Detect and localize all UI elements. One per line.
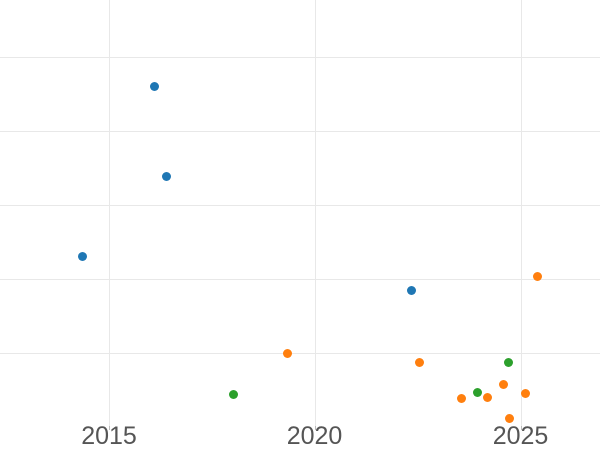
scatter-point-orange bbox=[504, 413, 514, 423]
scatter-point-blue bbox=[149, 81, 159, 91]
scatter-point-green bbox=[503, 357, 513, 367]
scatter-point-orange bbox=[414, 357, 424, 367]
scatter-point-orange bbox=[532, 271, 542, 281]
x-axis-tick bbox=[314, 425, 316, 430]
gridline-vertical bbox=[314, 0, 316, 426]
scatter-point-green bbox=[228, 389, 238, 399]
gridline-vertical bbox=[520, 0, 522, 426]
scatter-point-orange bbox=[282, 348, 292, 358]
x-axis-tick bbox=[520, 425, 522, 430]
gridline-horizontal bbox=[0, 205, 600, 206]
x-tick-label-2015: 2015 bbox=[81, 421, 137, 450]
scatter-point-blue bbox=[77, 251, 87, 261]
scatter-point-orange bbox=[520, 388, 530, 398]
x-axis-tick bbox=[109, 425, 110, 430]
gridline-horizontal bbox=[0, 131, 600, 132]
scatter-point-orange bbox=[482, 392, 492, 402]
scatter-point-blue bbox=[161, 171, 171, 181]
x-tick-label-2025: 2025 bbox=[492, 421, 549, 450]
scatter-point-orange bbox=[498, 379, 508, 389]
gridline-horizontal bbox=[0, 57, 600, 58]
scatter-point-green bbox=[472, 387, 482, 397]
gridline-horizontal bbox=[0, 278, 600, 280]
gridline-horizontal bbox=[0, 352, 600, 354]
gridline-vertical bbox=[109, 0, 110, 426]
x-tick-label-2020: 2020 bbox=[286, 421, 343, 450]
scatter-point-orange bbox=[456, 393, 466, 403]
scatter-point-blue bbox=[406, 285, 416, 295]
